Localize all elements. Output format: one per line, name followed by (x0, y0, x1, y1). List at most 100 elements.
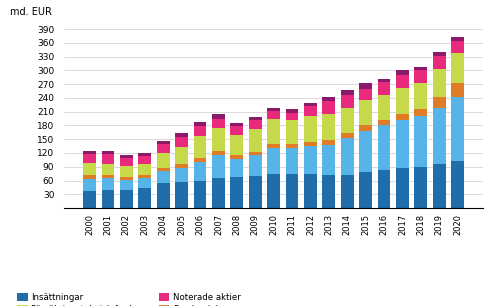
Bar (175, 133, 188, 137)
Bar (212, 155, 225, 178)
Bar (102, 163, 114, 175)
Bar (396, 75, 409, 88)
Bar (175, 147, 188, 165)
Bar (249, 155, 262, 176)
Bar (267, 108, 280, 111)
Bar (139, 188, 151, 208)
Bar (415, 67, 427, 70)
Bar (359, 131, 372, 172)
Bar (415, 83, 427, 110)
Bar (433, 69, 446, 97)
Bar (415, 110, 427, 116)
Bar (230, 123, 243, 126)
Bar (322, 174, 335, 208)
Bar (157, 171, 170, 183)
Bar (175, 168, 188, 182)
Bar (433, 97, 446, 109)
Bar (285, 109, 298, 113)
Bar (157, 141, 170, 144)
Bar (415, 70, 427, 83)
Bar (83, 154, 96, 163)
Bar (249, 152, 262, 155)
Bar (157, 183, 170, 208)
Bar (341, 95, 353, 108)
Bar (120, 166, 133, 177)
Bar (212, 118, 225, 128)
Bar (378, 170, 390, 208)
Bar (120, 155, 133, 158)
Bar (359, 125, 372, 131)
Bar (230, 135, 243, 155)
Bar (267, 148, 280, 174)
Bar (175, 182, 188, 208)
Bar (359, 89, 372, 100)
Bar (175, 137, 188, 147)
Bar (194, 136, 207, 158)
Bar (433, 56, 446, 69)
Bar (139, 176, 151, 178)
Bar (451, 83, 464, 97)
Bar (212, 128, 225, 151)
Bar (139, 156, 151, 164)
Bar (359, 83, 372, 89)
Bar (415, 167, 427, 208)
Bar (322, 145, 335, 174)
Bar (341, 138, 353, 174)
Bar (396, 120, 409, 168)
Bar (341, 90, 353, 95)
Bar (415, 116, 427, 167)
Legend: Insättningar, Försäkringsteknisk fordran, Övriga aktier och andelar, Noterade ak: Insättningar, Försäkringsteknisk fordran… (14, 289, 244, 306)
Bar (378, 125, 390, 170)
Bar (83, 151, 96, 154)
Bar (285, 144, 298, 148)
Bar (378, 120, 390, 125)
Bar (139, 153, 151, 156)
Bar (451, 161, 464, 208)
Bar (102, 154, 114, 163)
Bar (212, 114, 225, 119)
Bar (451, 54, 464, 83)
Bar (120, 180, 133, 190)
Bar (102, 178, 114, 190)
Bar (83, 191, 96, 208)
Bar (83, 163, 96, 175)
Bar (194, 126, 207, 136)
Bar (194, 122, 207, 126)
Bar (396, 168, 409, 208)
Bar (139, 178, 151, 188)
Bar (285, 113, 298, 120)
Bar (359, 100, 372, 125)
Bar (451, 41, 464, 54)
Bar (230, 159, 243, 177)
Bar (194, 158, 207, 162)
Bar (285, 120, 298, 144)
Bar (396, 114, 409, 120)
Bar (451, 97, 464, 161)
Bar (249, 129, 262, 152)
Bar (304, 141, 317, 146)
Bar (157, 168, 170, 171)
Bar (102, 151, 114, 154)
Bar (341, 174, 353, 208)
Bar (285, 148, 298, 174)
Bar (341, 133, 353, 138)
Bar (396, 88, 409, 114)
Bar (102, 190, 114, 208)
Bar (194, 162, 207, 181)
Bar (120, 158, 133, 166)
Bar (267, 111, 280, 119)
Bar (322, 101, 335, 114)
Bar (230, 155, 243, 159)
Bar (157, 154, 170, 168)
Bar (267, 144, 280, 148)
Bar (359, 172, 372, 208)
Bar (341, 108, 353, 133)
Bar (322, 140, 335, 145)
Bar (249, 117, 262, 120)
Bar (322, 97, 335, 101)
Bar (157, 144, 170, 154)
Bar (304, 174, 317, 208)
Bar (230, 126, 243, 135)
Bar (304, 116, 317, 141)
Bar (433, 109, 446, 165)
